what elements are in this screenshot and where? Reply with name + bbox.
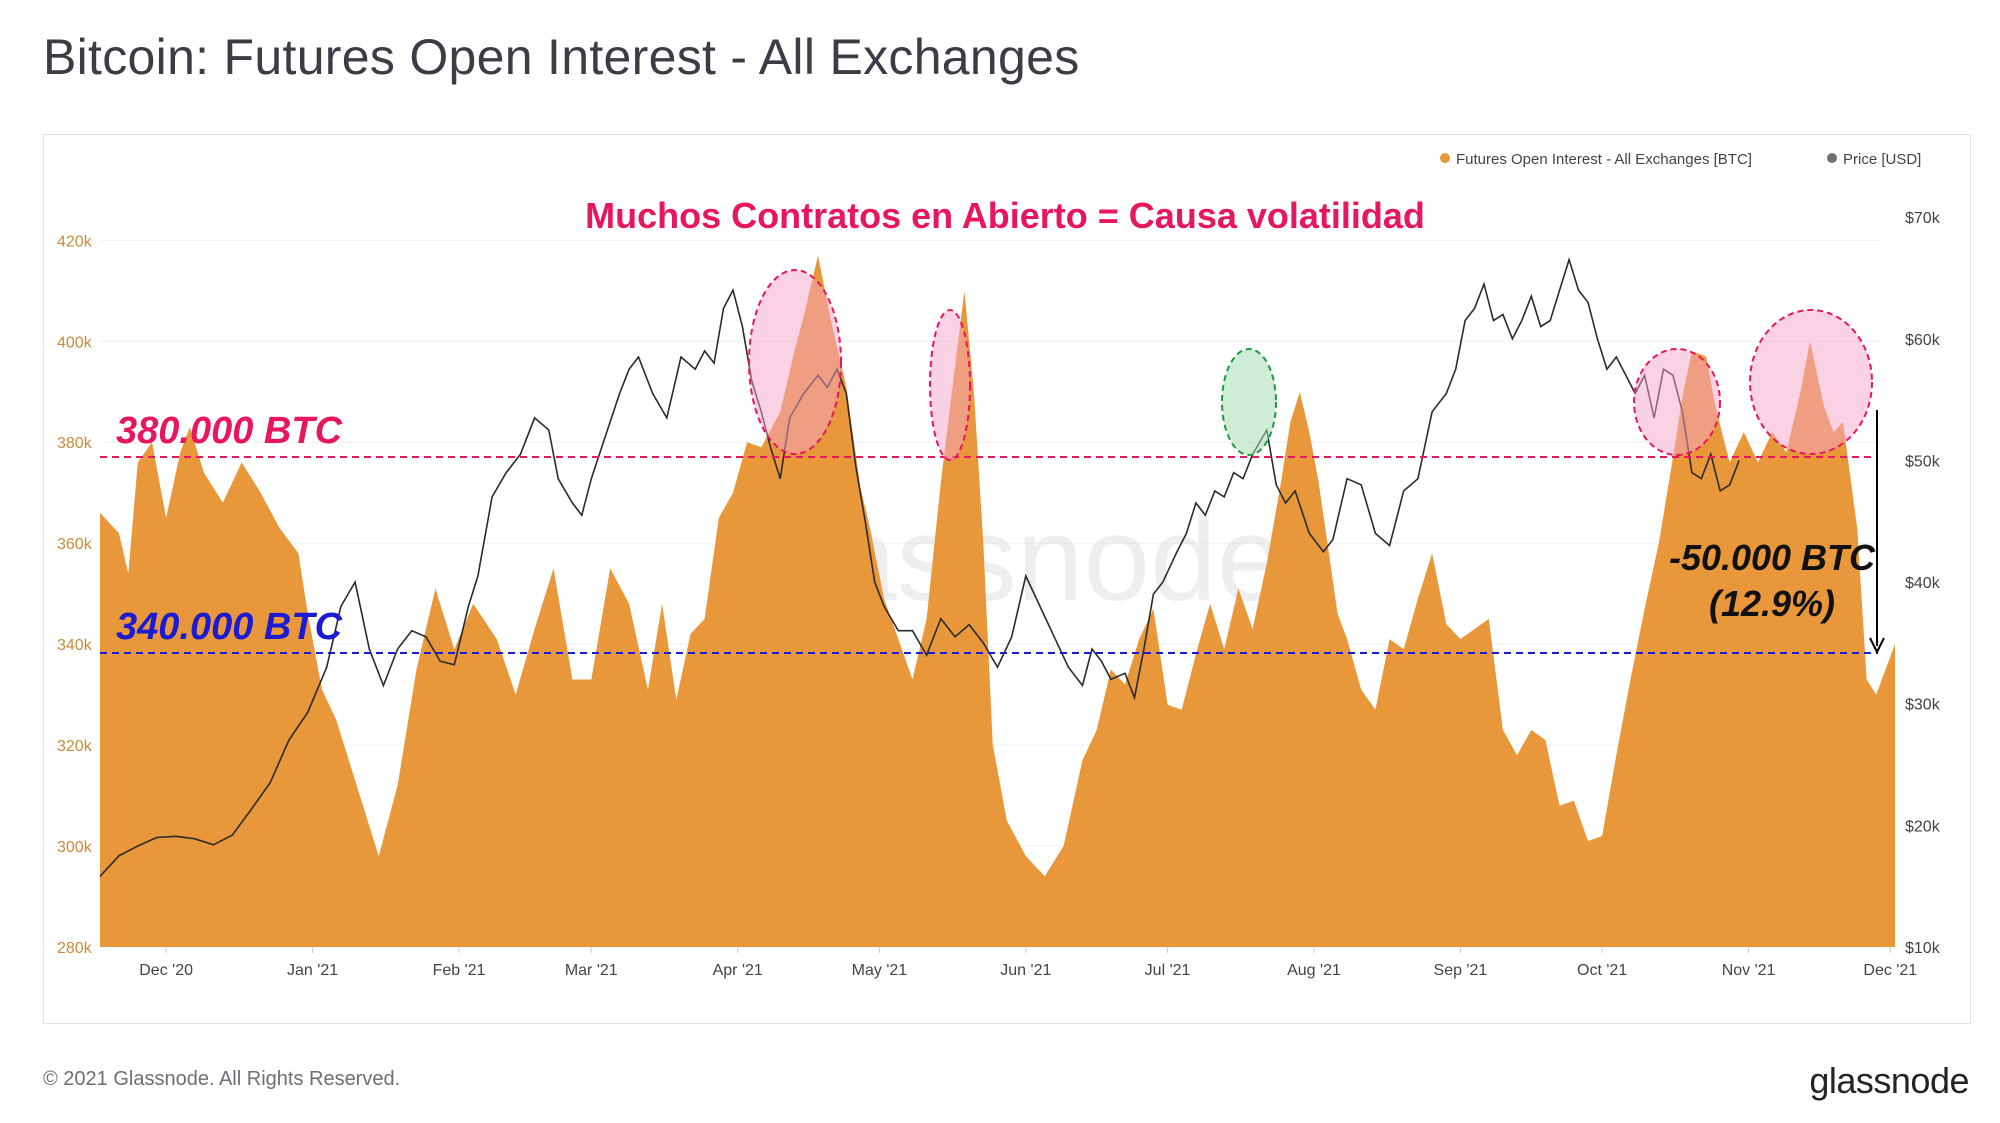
level-380k-label: 380.000 BTC <box>116 410 343 452</box>
left-tick-label: 320k <box>57 738 93 755</box>
left-tick-label: 400k <box>57 334 93 351</box>
highlight-november-peak <box>1633 348 1721 456</box>
oi-area-series <box>100 255 1895 947</box>
right-tick-label: $50k <box>1905 453 1941 470</box>
headline-annotation: Muchos Contratos en Abierto = Causa vola… <box>585 195 1425 236</box>
x-tick-label: Dec '20 <box>139 962 193 979</box>
x-tick-label: Jan '21 <box>287 962 338 979</box>
x-tick-label: Aug '21 <box>1287 962 1341 979</box>
x-tick-label: Jun '21 <box>1000 962 1051 979</box>
legend-oi-label[interactable]: Futures Open Interest - All Exchanges [B… <box>1456 151 1752 168</box>
right-tick-label: $10k <box>1905 940 1941 957</box>
x-tick-label: Feb '21 <box>433 962 486 979</box>
legend-oi-marker <box>1440 153 1450 163</box>
legend-price-marker <box>1827 153 1837 163</box>
left-tick-label: 380k <box>57 435 93 452</box>
right-tick-label: $60k <box>1905 332 1941 349</box>
x-tick-label: Apr '21 <box>713 962 763 979</box>
highlight-december-peak <box>1749 309 1873 455</box>
legend-price-label[interactable]: Price [USD] <box>1843 151 1921 168</box>
x-tick-label: Dec '21 <box>1863 962 1917 979</box>
drop-value-label: -50.000 BTC <box>1669 537 1876 578</box>
right-tick-label: $70k <box>1905 210 1941 227</box>
highlight-may-peak <box>929 309 971 461</box>
right-tick-label: $40k <box>1905 575 1941 592</box>
x-tick-label: Sep '21 <box>1434 962 1488 979</box>
highlight-july-peak <box>1221 348 1277 456</box>
x-tick-label: Mar '21 <box>565 962 618 979</box>
left-tick-label: 420k <box>57 233 93 250</box>
page-title: Bitcoin: Futures Open Interest - All Exc… <box>43 29 1080 85</box>
drop-arrow-head <box>1869 637 1885 655</box>
brand-logo: glassnode <box>1809 1060 1969 1101</box>
left-tick-label: 340k <box>57 637 93 654</box>
price-line-series <box>99 257 1740 877</box>
right-axis-ticks: $10k $20k $30k $40k $50k $60k $70k <box>1905 210 1941 957</box>
right-tick-label: $20k <box>1905 818 1941 835</box>
left-tick-label: 280k <box>57 940 93 957</box>
left-axis-ticks: 280k 300k 320k 340k 360k 380k 400k 420k <box>57 233 93 957</box>
highlight-april-peak <box>748 269 842 455</box>
x-tick-label: Jul '21 <box>1145 962 1191 979</box>
x-axis-ticks: Dec '20 Jan '21 Feb '21 Mar '21 Apr '21 May '… <box>139 947 1917 979</box>
right-tick-label: $30k <box>1905 697 1941 714</box>
copyright-text: © 2021 Glassnode. All Rights Reserved. <box>43 1068 401 1090</box>
x-tick-label: Nov '21 <box>1722 962 1776 979</box>
level-340k-label: 340.000 BTC <box>116 606 343 648</box>
x-tick-label: May '21 <box>852 962 908 979</box>
drop-percent-label: (12.9%) <box>1709 583 1835 624</box>
x-tick-label: Oct '21 <box>1577 962 1627 979</box>
left-tick-label: 300k <box>57 839 93 856</box>
left-tick-label: 360k <box>57 536 93 553</box>
